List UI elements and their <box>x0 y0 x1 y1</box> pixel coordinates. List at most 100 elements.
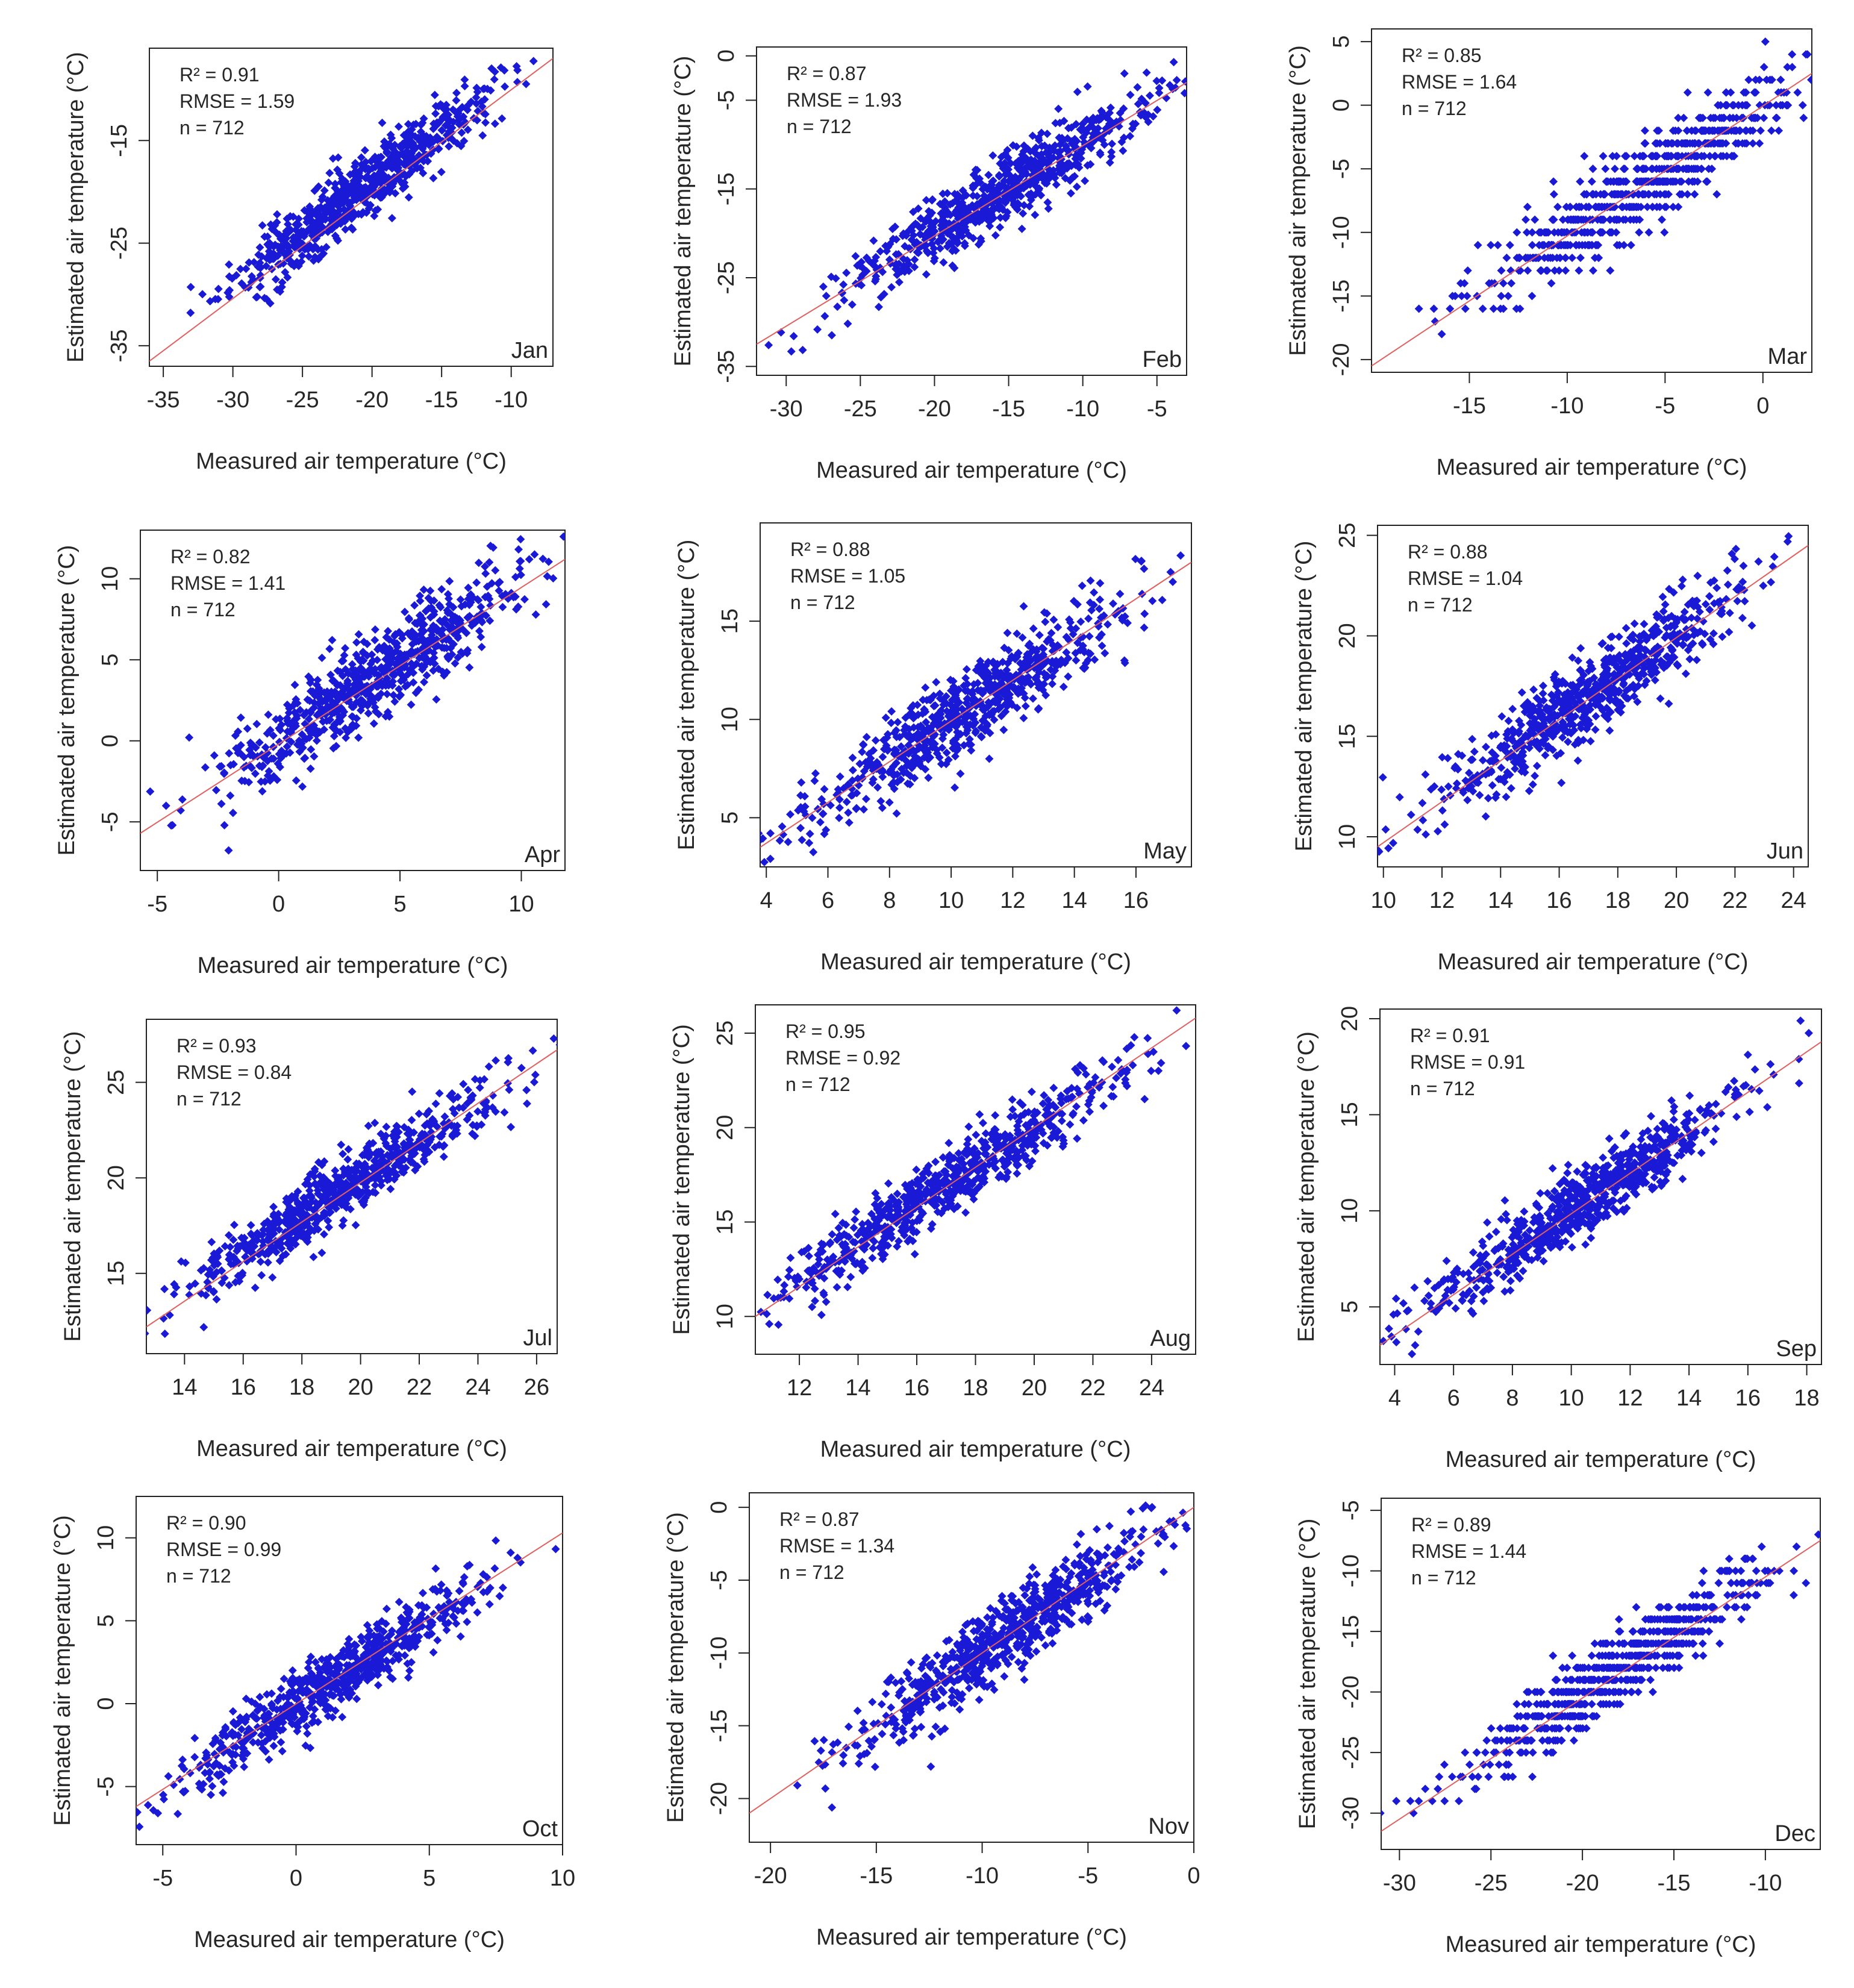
data-point <box>1528 702 1537 711</box>
y-tick-label: -15 <box>1329 280 1354 313</box>
data-point <box>382 661 392 670</box>
data-point <box>1693 614 1702 623</box>
data-point <box>892 235 901 244</box>
data-point <box>1649 664 1658 674</box>
data-point <box>256 1257 265 1266</box>
data-point <box>1509 758 1518 767</box>
data-point <box>1693 602 1702 611</box>
data-point <box>295 239 304 248</box>
data-point <box>1100 649 1110 658</box>
data-point <box>1518 751 1528 760</box>
data-point <box>1413 825 1422 834</box>
data-point <box>1690 164 1699 173</box>
data-point <box>1582 725 1591 734</box>
data-point <box>1049 615 1058 624</box>
data-point <box>1621 177 1630 186</box>
data-point <box>1145 91 1154 100</box>
data-point <box>1771 113 1781 122</box>
data-point <box>910 255 919 264</box>
data-point <box>1463 266 1472 275</box>
data-point <box>1016 658 1025 667</box>
data-point <box>1107 148 1116 157</box>
data-point <box>723 846 731 855</box>
data-point <box>165 1311 174 1320</box>
data-point <box>488 543 498 552</box>
data-point <box>1798 101 1807 110</box>
data-point <box>1580 152 1589 161</box>
data-point <box>220 821 229 830</box>
data-point <box>334 202 343 211</box>
data-point <box>233 1241 242 1250</box>
data-point <box>1071 160 1080 169</box>
data-point <box>440 671 449 680</box>
data-point <box>255 243 264 252</box>
data-point <box>299 232 308 241</box>
x-tick-label: 20 <box>1664 888 1689 913</box>
data-point <box>409 146 418 155</box>
data-point <box>481 1105 490 1114</box>
data-point <box>549 574 558 583</box>
data-point <box>1637 643 1646 652</box>
data-point <box>818 810 827 819</box>
data-point <box>947 232 956 241</box>
data-point <box>1105 119 1114 128</box>
data-point <box>893 270 902 280</box>
data-point <box>429 145 438 154</box>
data-point <box>1555 266 1564 275</box>
data-point <box>1051 119 1060 128</box>
data-point <box>331 725 340 734</box>
data-point <box>181 1258 190 1268</box>
data-point <box>299 711 308 720</box>
data-point <box>419 114 428 123</box>
data-point <box>1566 681 1575 690</box>
data-point <box>337 178 346 187</box>
data-point <box>366 201 375 210</box>
data-point <box>926 729 935 738</box>
data-point <box>392 175 401 184</box>
data-point <box>1539 696 1548 705</box>
data-point <box>413 619 422 628</box>
data-point <box>1621 215 1630 224</box>
data-point <box>826 801 835 810</box>
data-point <box>376 1177 385 1186</box>
data-point <box>1007 652 1016 661</box>
data-point <box>407 632 416 641</box>
x-tick-label: -30 <box>770 396 803 422</box>
data-point <box>225 260 234 269</box>
data-point <box>1418 799 1427 808</box>
month-label: May <box>1143 839 1187 864</box>
data-point <box>813 325 822 334</box>
data-point <box>1652 164 1661 173</box>
data-point <box>1505 770 1514 779</box>
data-point <box>1037 173 1046 183</box>
data-point <box>853 261 862 270</box>
data-point <box>407 125 416 134</box>
y-tick-label: 0 <box>1329 99 1354 111</box>
data-point <box>395 692 404 701</box>
y-tick-label: 20 <box>1335 623 1360 648</box>
data-point <box>1573 756 1582 765</box>
data-point <box>775 836 784 845</box>
data-point <box>963 695 972 704</box>
data-point <box>214 284 223 293</box>
data-point <box>307 745 316 754</box>
data-point <box>1836 37 1844 46</box>
data-point <box>1068 173 1077 182</box>
data-point <box>522 80 531 89</box>
data-point <box>1676 177 1685 186</box>
x-tick-label: 16 <box>1546 888 1572 913</box>
data-point <box>1723 101 1732 110</box>
data-point <box>364 1121 373 1130</box>
data-point <box>870 277 879 286</box>
data-point <box>311 1213 320 1222</box>
data-point <box>1705 605 1714 614</box>
data-point <box>1701 599 1710 608</box>
data-point <box>840 296 849 305</box>
data-point <box>501 590 510 599</box>
data-point <box>1684 600 1693 609</box>
data-point <box>254 250 263 259</box>
data-point <box>1620 164 1629 173</box>
data-point <box>1661 600 1670 609</box>
data-point <box>805 830 814 839</box>
data-point <box>1567 729 1576 738</box>
